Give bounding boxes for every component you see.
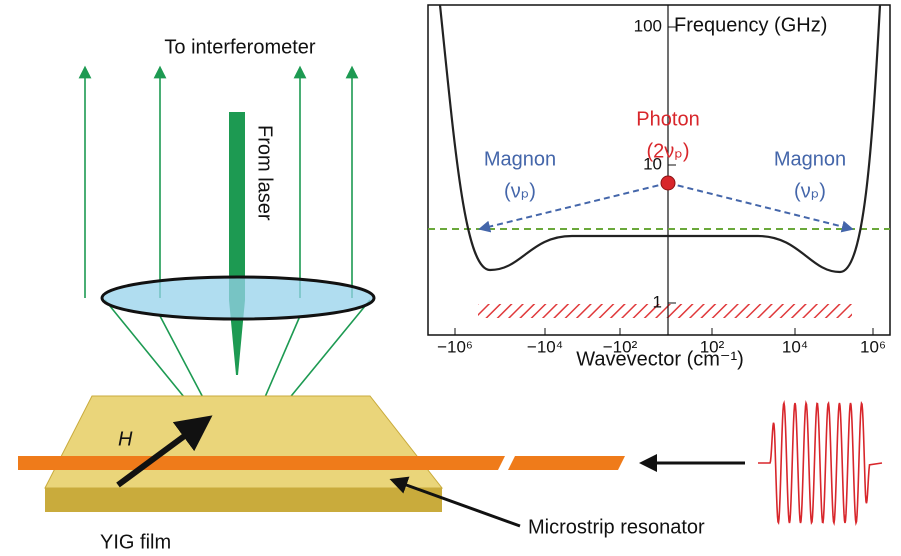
laser-label: From laser <box>254 125 276 221</box>
film-top <box>45 396 442 488</box>
microstrip <box>508 456 625 470</box>
lens <box>102 277 374 319</box>
x-tick-label: 10² <box>700 337 725 356</box>
resonator-label: Microstrip resonator <box>528 516 705 538</box>
x-tick-label: −10² <box>603 337 638 356</box>
film-edge <box>45 488 442 512</box>
field-label: H <box>118 428 133 450</box>
magnon-label: Magnon <box>484 148 556 170</box>
x-tick-label: 10⁶ <box>860 337 886 356</box>
microstrip <box>18 456 505 470</box>
y-tick-label: 10 <box>643 154 662 173</box>
y-axis-label: Frequency (GHz) <box>674 14 827 36</box>
photon-label: Photon <box>636 108 699 130</box>
x-tick-label: 10⁴ <box>782 337 808 356</box>
photon-dot <box>661 176 675 190</box>
magnon-label: Magnon <box>774 148 846 170</box>
hatched-band <box>478 304 852 318</box>
laser-beam <box>229 112 245 375</box>
y-tick-label: 100 <box>634 16 662 35</box>
y-tick-label: 1 <box>653 292 662 311</box>
x-tick-label: −10⁶ <box>437 337 473 356</box>
magnon-frequency: (νₚ) <box>504 180 536 202</box>
microwave-pulse <box>758 403 882 523</box>
film-label: YIG film <box>100 531 171 553</box>
interferometer-label: To interferometer <box>164 36 316 58</box>
figure: To interferometer From laser H YIG film … <box>0 0 901 556</box>
magnon-frequency: (νₚ) <box>794 180 826 202</box>
x-tick-label: −10⁴ <box>527 337 563 356</box>
